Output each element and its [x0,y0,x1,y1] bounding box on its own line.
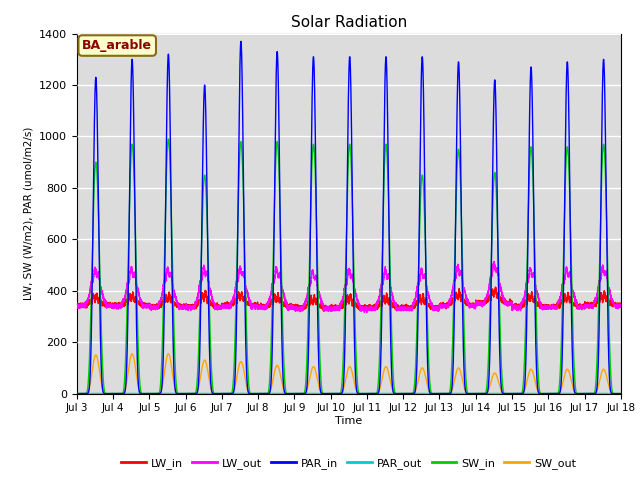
Legend: LW_in, LW_out, PAR_in, PAR_out, SW_in, SW_out: LW_in, LW_out, PAR_in, PAR_out, SW_in, S… [116,453,581,473]
Text: BA_arable: BA_arable [82,39,152,52]
X-axis label: Time: Time [335,416,362,426]
Y-axis label: LW, SW (W/m2), PAR (umol/m2/s): LW, SW (W/m2), PAR (umol/m2/s) [24,127,33,300]
Title: Solar Radiation: Solar Radiation [291,15,407,30]
